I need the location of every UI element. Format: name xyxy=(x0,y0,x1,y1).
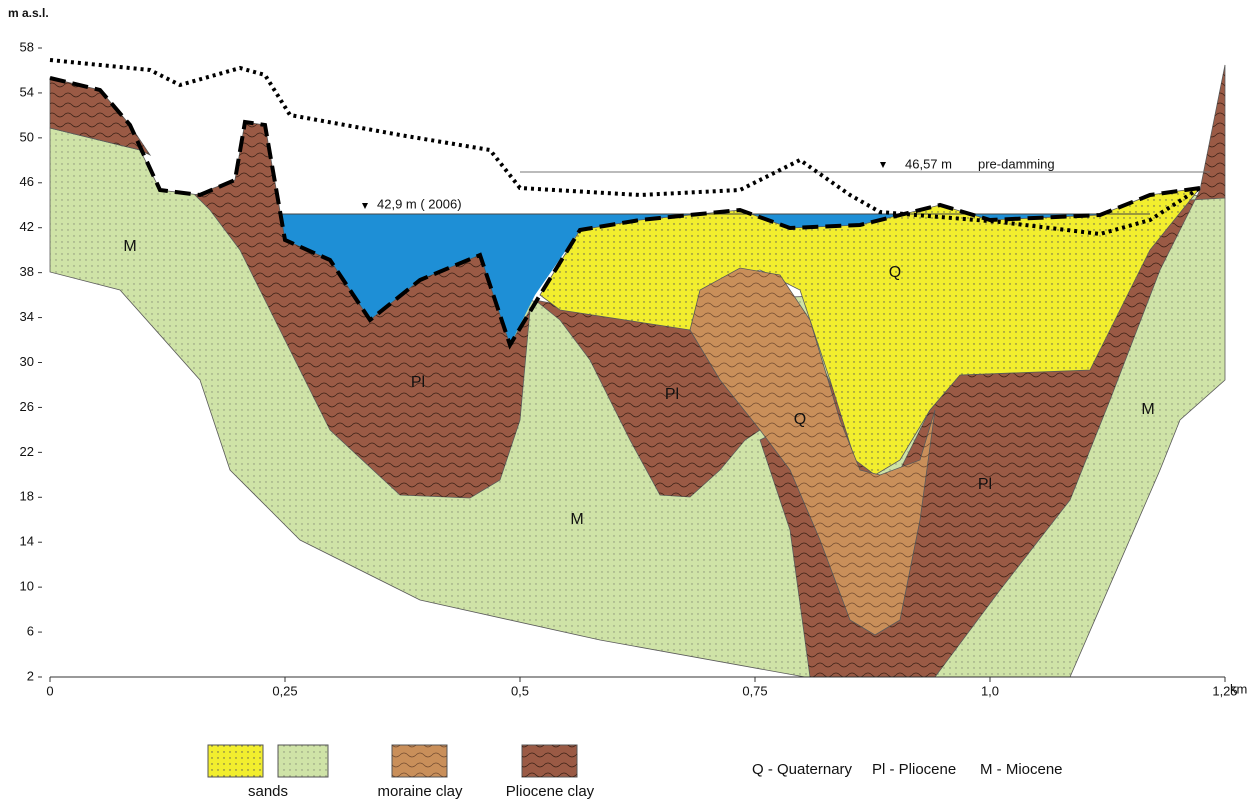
x-unit: km xyxy=(1230,681,1247,696)
y-tick-label: 46 xyxy=(20,174,34,189)
x-tick-label: 0 xyxy=(46,683,53,698)
pre-damming-level-label: 46,57 m xyxy=(905,156,952,171)
y-tick-label: 38 xyxy=(20,264,34,279)
legend-item: moraine clay xyxy=(377,783,463,800)
legend: sands moraine clay Pliocene clay Q - Qua… xyxy=(207,744,1063,800)
legend-key: M - Miocene xyxy=(980,761,1063,778)
y-tick-label: 58 xyxy=(20,39,34,54)
legend-key: Pl - Pliocene xyxy=(872,761,956,778)
y-tick-label: 42 xyxy=(20,219,34,234)
pre-damming-surface xyxy=(49,58,1202,237)
x-tick-label: 0,5 xyxy=(511,683,529,698)
layer-label: Q xyxy=(794,411,806,428)
legend-item: sands xyxy=(248,783,288,800)
y-tick-label: 54 xyxy=(20,84,34,99)
legend-key: Q - Quaternary xyxy=(752,761,853,778)
y-axis-label: m a.s.l. xyxy=(8,6,49,20)
layer-label: Pl xyxy=(665,386,679,403)
layer-label: M xyxy=(123,238,136,255)
x-tick-label: 1,25 xyxy=(1212,683,1237,698)
surface-dashed xyxy=(49,76,1201,350)
y-tick-label: 22 xyxy=(20,444,34,459)
y-tick-label: 10 xyxy=(20,579,34,594)
y-tick-label: 14 xyxy=(20,534,34,549)
layer-label: M xyxy=(570,511,583,528)
y-tick-label: 2 xyxy=(27,668,34,683)
y-tick-label: 6 xyxy=(27,624,34,639)
layer-label: Pl xyxy=(978,476,992,493)
pre-damming-label: pre-damming xyxy=(978,156,1055,171)
layer-label: Pl xyxy=(411,374,425,391)
y-tick-label: 30 xyxy=(20,354,34,369)
x-tick-label: 1,0 xyxy=(981,683,999,698)
layer-label: M xyxy=(1141,401,1154,418)
y-tick-label: 26 xyxy=(20,399,34,414)
layer-label: Q xyxy=(889,264,901,281)
water xyxy=(280,210,1150,345)
water-2006-label: 42,9 m ( 2006) xyxy=(377,196,462,211)
y-tick-label: 34 xyxy=(20,309,34,324)
legend-item: Pliocene clay xyxy=(506,783,595,800)
moraine-clay xyxy=(689,267,936,636)
x-tick-label: 0,75 xyxy=(742,683,767,698)
x-tick-label: 0,25 xyxy=(272,683,297,698)
y-tick-label: 50 xyxy=(20,129,34,144)
y-tick-label: 18 xyxy=(20,489,34,504)
